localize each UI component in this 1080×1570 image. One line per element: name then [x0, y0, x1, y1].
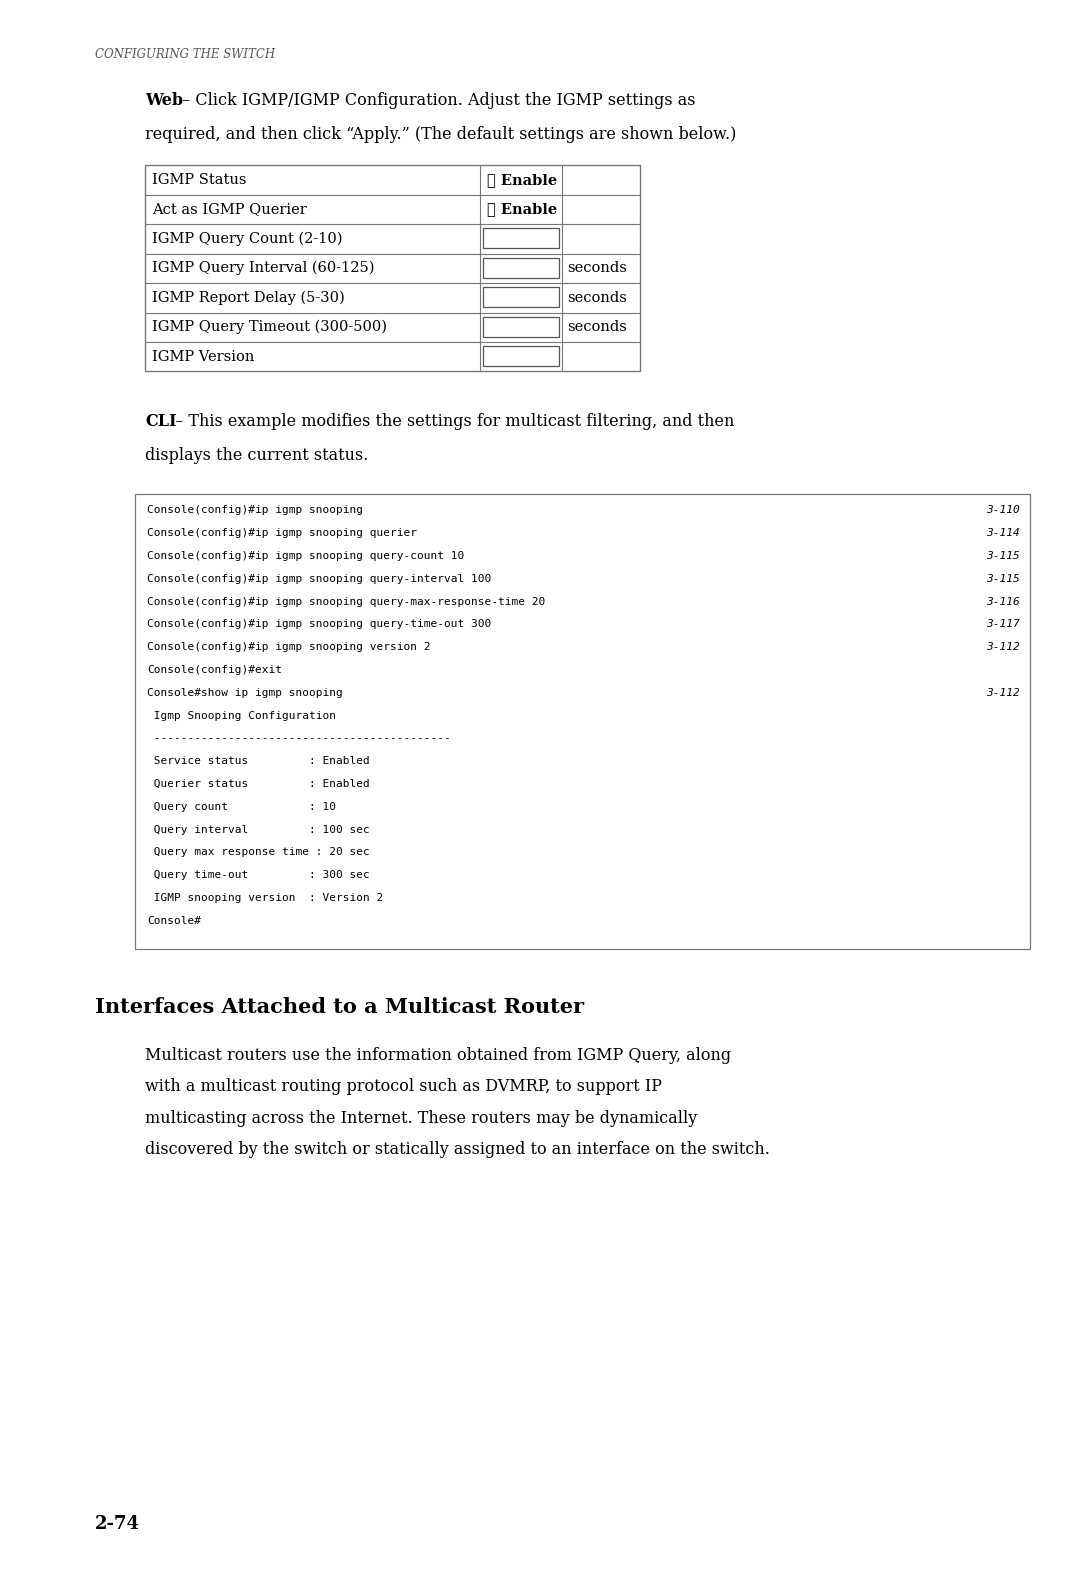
Text: Act as IGMP Querier: Act as IGMP Querier	[152, 203, 307, 217]
Text: CONFIGURING THE SWITCH: CONFIGURING THE SWITCH	[95, 49, 275, 61]
Text: CLI: CLI	[145, 413, 176, 430]
Text: seconds: seconds	[567, 261, 626, 275]
Text: 300: 300	[489, 320, 517, 334]
Text: Query interval         : 100 sec: Query interval : 100 sec	[147, 824, 369, 835]
Text: Query time-out         : 300 sec: Query time-out : 300 sec	[147, 870, 369, 881]
Text: – Click IGMP/IGMP Configuration. Adjust the IGMP settings as: – Click IGMP/IGMP Configuration. Adjust …	[177, 93, 696, 108]
Text: required, and then click “Apply.” (The default settings are shown below.): required, and then click “Apply.” (The d…	[145, 126, 737, 143]
Text: Console(config)#ip igmp snooping version 2: Console(config)#ip igmp snooping version…	[147, 642, 431, 652]
Text: Service status         : Enabled: Service status : Enabled	[147, 757, 369, 766]
Text: 3-115: 3-115	[986, 551, 1020, 560]
Text: Querier status         : Enabled: Querier status : Enabled	[147, 779, 369, 790]
Text: --------------------------------------------: ----------------------------------------…	[147, 733, 450, 744]
Text: 2-74: 2-74	[95, 1515, 140, 1532]
Text: seconds: seconds	[567, 290, 626, 305]
Text: Console(config)#ip igmp snooping: Console(config)#ip igmp snooping	[147, 506, 363, 515]
Text: 3-110: 3-110	[986, 506, 1020, 515]
Text: Console(config)#ip igmp snooping query-interval 100: Console(config)#ip igmp snooping query-i…	[147, 575, 491, 584]
Text: Console(config)#ip igmp snooping query-count 10: Console(config)#ip igmp snooping query-c…	[147, 551, 464, 560]
Text: ☑ Enable: ☑ Enable	[487, 173, 557, 187]
Text: IGMP Report Delay (5-30): IGMP Report Delay (5-30)	[152, 290, 345, 305]
Text: displays the current status.: displays the current status.	[145, 447, 368, 465]
Text: seconds: seconds	[567, 320, 626, 334]
Text: Console(config)#ip igmp snooping query-time-out 300: Console(config)#ip igmp snooping query-t…	[147, 620, 491, 630]
Text: IGMP Query Interval (60-125): IGMP Query Interval (60-125)	[152, 261, 375, 275]
Text: Console(config)#exit: Console(config)#exit	[147, 666, 282, 675]
Text: Web: Web	[145, 93, 183, 108]
Text: 125: 125	[489, 261, 516, 275]
Text: – This example modifies the settings for multicast filtering, and then: – This example modifies the settings for…	[170, 413, 734, 430]
Text: Console#show ip igmp snooping: Console#show ip igmp snooping	[147, 688, 342, 699]
Bar	[483, 287, 559, 308]
Text: 10: 10	[489, 290, 508, 305]
Bar	[483, 257, 559, 278]
Text: 2: 2	[489, 232, 498, 246]
Text: IGMP Query Count (2-10): IGMP Query Count (2-10)	[152, 231, 342, 246]
Text: Console(config)#ip igmp snooping query-max-response-time 20: Console(config)#ip igmp snooping query-m…	[147, 597, 545, 606]
Text: with a multicast routing protocol such as DVMRP, to support IP: with a multicast routing protocol such a…	[145, 1079, 662, 1096]
Text: 3-114: 3-114	[986, 528, 1020, 539]
Bar	[483, 347, 559, 366]
Text: IGMP Query Timeout (300-500): IGMP Query Timeout (300-500)	[152, 320, 387, 334]
Bar	[483, 317, 559, 336]
Text: ☑ Enable: ☑ Enable	[487, 203, 557, 217]
Text: Interfaces Attached to a Multicast Router: Interfaces Attached to a Multicast Route…	[95, 997, 584, 1017]
Text: Query max response time : 20 sec: Query max response time : 20 sec	[147, 848, 369, 857]
Text: discovered by the switch or statically assigned to an interface on the switch.: discovered by the switch or statically a…	[145, 1141, 770, 1159]
Text: multicasting across the Internet. These routers may be dynamically: multicasting across the Internet. These …	[145, 1110, 698, 1127]
Text: IGMP Version: IGMP Version	[152, 350, 255, 364]
Text: 3-112: 3-112	[986, 688, 1020, 699]
Text: Console(config)#ip igmp snooping querier: Console(config)#ip igmp snooping querier	[147, 528, 417, 539]
Text: 3-115: 3-115	[986, 575, 1020, 584]
Text: 2: 2	[489, 350, 498, 364]
Text: 3-117: 3-117	[986, 620, 1020, 630]
Text: Query count            : 10: Query count : 10	[147, 802, 336, 812]
Text: IGMP Status: IGMP Status	[152, 173, 246, 187]
Bar	[145, 165, 640, 372]
Bar	[483, 228, 559, 248]
Text: Igmp Snooping Configuration: Igmp Snooping Configuration	[147, 711, 336, 721]
Text: Multicast routers use the information obtained from IGMP Query, along: Multicast routers use the information ob…	[145, 1047, 731, 1064]
Text: 3-112: 3-112	[986, 642, 1020, 652]
Text: IGMP snooping version  : Version 2: IGMP snooping version : Version 2	[147, 893, 383, 903]
Text: 3-116: 3-116	[986, 597, 1020, 606]
Bar	[135, 493, 1030, 948]
Text: Console#: Console#	[147, 915, 201, 926]
